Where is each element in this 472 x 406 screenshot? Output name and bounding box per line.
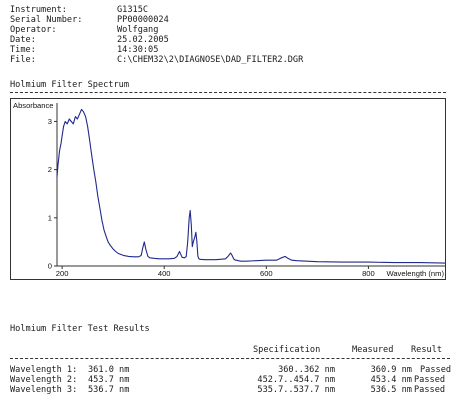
spectrum-plot: 0 1 2 3 200 400 600 800 Absorbance Wavelength (nm… [13, 101, 446, 278]
wavelength-spec: 360..362 nm [278, 365, 335, 375]
wavelength-nominal: 361.0 nm [88, 365, 130, 375]
result-row: Wavelength 1: 361.0 nm 360..362 nm 360.9 nm… [10, 365, 452, 375]
wavelength-name: Wavelength 1: [10, 365, 78, 375]
results-header: Specification Measured Result [10, 345, 450, 355]
x-axis-label: Wavelength (nm) [386, 269, 444, 278]
info-label: Serial Number: [10, 15, 83, 25]
wavelength-result: Passed [420, 365, 452, 375]
info-label: Instrument: [10, 5, 67, 15]
y-tick-label: 0 [48, 262, 52, 271]
info-value: Wolfgang [117, 25, 159, 35]
info-label: Date: [10, 35, 36, 45]
spectrum-title: Holmium Filter Spectrum [10, 80, 129, 90]
info-value: 25.02.2005 [117, 35, 169, 45]
info-label: Operator: [10, 25, 57, 35]
wavelength-measured: 453.4 nm [370, 375, 412, 385]
info-value: PP00000024 [117, 15, 169, 25]
x-tick-label: 600 [260, 269, 273, 278]
y-tick-label: 1 [48, 213, 52, 222]
info-label: Time: [10, 45, 36, 55]
wavelength-spec: 452.7..454.7 nm [257, 375, 335, 385]
info-label: File: [10, 55, 36, 65]
y-tick-label: 2 [48, 165, 52, 174]
info-value: C:\CHEM32\2\DIAGNOSE\DAD_FILTER2.DGR [117, 55, 304, 65]
wavelength-nominal: 536.7 nm [88, 385, 130, 395]
x-tick-label: 800 [362, 269, 375, 278]
x-tick-label: 200 [56, 269, 69, 278]
wavelength-result: Passed [414, 375, 446, 385]
spectrum-divider [10, 92, 446, 93]
wavelength-measured: 536.5 nm [370, 385, 412, 395]
wavelength-name: Wavelength 3: [10, 385, 78, 395]
results-title: Holmium Filter Test Results [10, 324, 150, 334]
y-axis-label: Absorbance [13, 101, 54, 110]
info-value: 14:30:05 [117, 45, 159, 55]
result-row: Wavelength 3: 536.7 nm 535.7..537.7 nm 536.… [10, 385, 450, 395]
result-column-header: Result [411, 345, 443, 355]
y-tick-label: 3 [48, 117, 52, 126]
measured-column-header: Measured [352, 345, 394, 355]
wavelength-nominal: 453.7 nm [88, 375, 130, 385]
wavelength-result: Passed [414, 385, 446, 395]
spectrum-series-line [56, 108, 446, 264]
wavelength-spec: 535.7..537.7 nm [257, 385, 335, 395]
x-tick-label: 400 [158, 269, 171, 278]
wavelength-name: Wavelength 2: [10, 375, 78, 385]
spec-column-header: Specification [253, 345, 321, 355]
info-value: G1315C [117, 5, 149, 15]
results-divider [10, 358, 450, 359]
result-row: Wavelength 2: 453.7 nm 452.7..454.7 nm 453.… [10, 375, 450, 385]
wavelength-measured: 360.9 nm [370, 365, 412, 375]
holmium-spectrum-chart: 0 1 2 3 200 400 600 800 Absorbance Wavelength (nm… [10, 98, 446, 280]
